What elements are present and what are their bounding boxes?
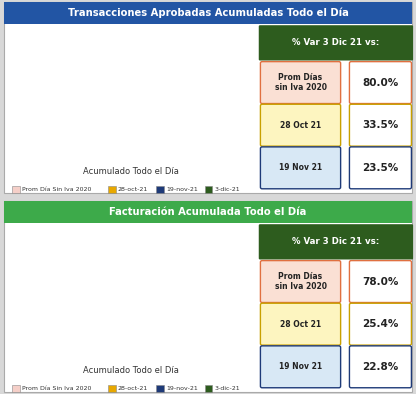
Bar (85, 85, 120, 165)
Text: 19-nov-21: 19-nov-21 (166, 187, 198, 191)
Text: 22.8%: 22.8% (362, 362, 399, 372)
Text: 701,997: 701,997 (200, 249, 232, 255)
Bar (29, 106, 64, 165)
Bar (198, 257, 233, 364)
Text: % Var 3 Dic 21 vs:: % Var 3 Dic 21 vs: (292, 237, 379, 246)
Bar (29, 304, 64, 364)
Text: 28 Oct 21: 28 Oct 21 (280, 121, 321, 130)
Bar (142, 79, 177, 165)
Text: 19-nov-21: 19-nov-21 (166, 386, 198, 390)
Text: 25.4%: 25.4% (362, 319, 399, 329)
Text: 28-oct-21: 28-oct-21 (118, 187, 148, 191)
Text: 2,109,415: 2,109,415 (83, 76, 123, 82)
Text: Facturación Acumulada Todo el Día: Facturación Acumulada Todo el Día (109, 207, 307, 217)
Text: 28 Oct 21: 28 Oct 21 (280, 320, 321, 329)
Text: Transacciones Aprobadas Acumuladas Todo el Día: Transacciones Aprobadas Acumuladas Todo … (67, 7, 349, 18)
Text: 33.5%: 33.5% (362, 120, 399, 130)
Text: Prom Día Sin Iva 2020: Prom Día Sin Iva 2020 (22, 386, 92, 390)
Text: 559,828: 559,828 (87, 270, 119, 276)
Text: Acumulado Todo el Día: Acumulado Todo el Día (83, 167, 179, 176)
Text: 78.0%: 78.0% (362, 277, 399, 286)
Bar (198, 58, 233, 165)
Text: 2,279,871: 2,279,871 (140, 70, 179, 76)
Text: 19 Nov 21: 19 Nov 21 (279, 362, 322, 371)
Text: Prom Día Sin Iva 2020: Prom Día Sin Iva 2020 (22, 187, 92, 191)
Bar (142, 277, 177, 364)
Text: 3-dic-21: 3-dic-21 (214, 187, 240, 191)
Text: 19 Nov 21: 19 Nov 21 (279, 164, 322, 172)
Text: 80.0%: 80.0% (362, 78, 399, 87)
Text: 3-dic-21: 3-dic-21 (214, 386, 240, 390)
Text: % Var 3 Dic 21 vs:: % Var 3 Dic 21 vs: (292, 38, 379, 47)
Text: Prom Días
sin Iva 2020: Prom Días sin Iva 2020 (275, 272, 327, 291)
Text: 2,816,063: 2,816,063 (196, 50, 235, 56)
Text: 394,325: 394,325 (30, 296, 62, 301)
Text: 28-oct-21: 28-oct-21 (118, 386, 148, 390)
Text: Acumulado Todo el Día: Acumulado Todo el Día (83, 366, 179, 375)
Text: 571,444: 571,444 (143, 269, 176, 275)
Text: 23.5%: 23.5% (362, 163, 399, 173)
Text: 1,564,398: 1,564,398 (27, 97, 66, 103)
Bar (85, 279, 120, 364)
Text: Prom Días
sin Iva 2020: Prom Días sin Iva 2020 (275, 73, 327, 92)
